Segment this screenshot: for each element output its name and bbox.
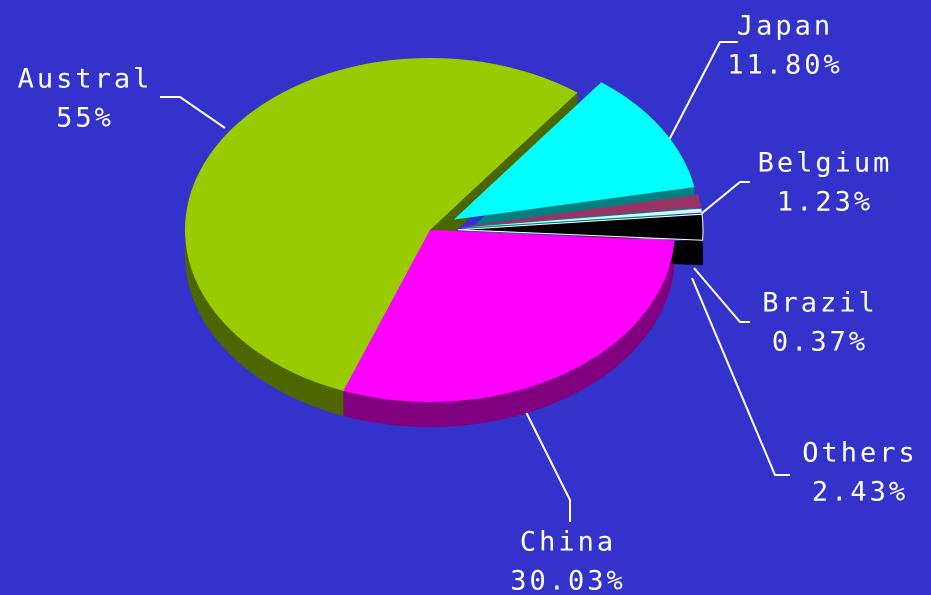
slices [185,58,704,428]
leader-line [691,277,790,476]
slice-value-label: 30.03% [510,566,626,595]
slice-value-label: 0.37% [772,327,868,358]
slice-label: Austral [18,64,153,95]
slice [185,58,578,391]
slice-side [343,240,675,427]
leader-line [160,96,226,129]
slice-label: Others [802,438,918,469]
slice-label: Brazil [762,288,878,319]
leader-line [693,267,750,323]
slice-value-label: 1.23% [777,187,873,218]
slice [343,230,675,402]
leader-line [695,181,750,219]
slice-value-label: 55% [56,103,114,134]
slice-value-label: 2.43% [812,477,908,508]
slice-label: Belgium [758,148,893,179]
slice [457,194,702,228]
slice-label: Japan [737,11,833,42]
slice [457,208,702,229]
leader-lines [160,41,790,522]
leader-line [524,409,571,522]
slice [453,82,695,220]
slice-label: China [520,527,616,558]
leader-line [667,41,738,143]
slice-value-label: 11.80% [727,50,843,81]
slice [457,213,704,241]
